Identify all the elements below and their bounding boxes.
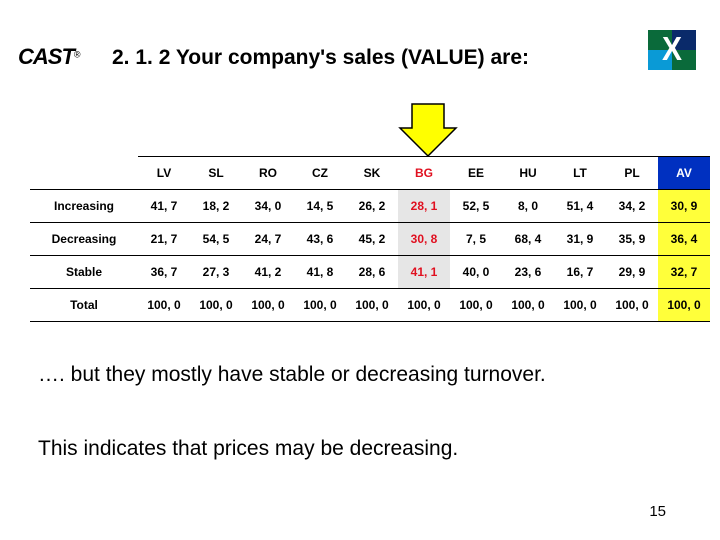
- table-cell: 21, 7: [138, 223, 190, 256]
- table-cell: 100, 0: [502, 289, 554, 322]
- table-cell: 7, 5: [450, 223, 502, 256]
- partner-logo: X: [648, 30, 696, 70]
- table-cell: 31, 9: [554, 223, 606, 256]
- table-cell: 100, 0: [294, 289, 346, 322]
- cast-logo: CAST®: [18, 44, 81, 70]
- table-cell: 34, 2: [606, 190, 658, 223]
- table-cell: 18, 2: [190, 190, 242, 223]
- page-title: 2. 1. 2 Your company's sales (VALUE) are…: [112, 46, 630, 70]
- table-cell: 36, 4: [658, 223, 710, 256]
- table-cell: 41, 1: [398, 256, 450, 289]
- table-cell: 23, 6: [502, 256, 554, 289]
- table-cell: 100, 0: [138, 289, 190, 322]
- table-cell: 28, 1: [398, 190, 450, 223]
- row-label: Decreasing: [30, 223, 138, 256]
- table-cell: 29, 9: [606, 256, 658, 289]
- table-cell: 41, 7: [138, 190, 190, 223]
- row-label: Total: [30, 289, 138, 322]
- cast-logo-reg: ®: [74, 50, 81, 60]
- table-cell: 32, 7: [658, 256, 710, 289]
- table-cell: 26, 2: [346, 190, 398, 223]
- table-header: LT: [554, 157, 606, 190]
- table-cell: 14, 5: [294, 190, 346, 223]
- table-cell: 54, 5: [190, 223, 242, 256]
- table-cell: 51, 4: [554, 190, 606, 223]
- table-cell: 100, 0: [242, 289, 294, 322]
- table-cell: 16, 7: [554, 256, 606, 289]
- table-cell: 100, 0: [450, 289, 502, 322]
- table-corner: [30, 157, 138, 190]
- table-cell: 27, 3: [190, 256, 242, 289]
- table-cell: 40, 0: [450, 256, 502, 289]
- cast-logo-text: CAST: [18, 44, 74, 69]
- table-cell: 43, 6: [294, 223, 346, 256]
- table-cell: 100, 0: [346, 289, 398, 322]
- table-cell: 30, 9: [658, 190, 710, 223]
- table-header: CZ: [294, 157, 346, 190]
- table-cell: 52, 5: [450, 190, 502, 223]
- table-header: HU: [502, 157, 554, 190]
- row-label: Increasing: [30, 190, 138, 223]
- table-header: BG: [398, 157, 450, 190]
- table-header: SK: [346, 157, 398, 190]
- table-header: RO: [242, 157, 294, 190]
- table-header: PL: [606, 157, 658, 190]
- table-cell: 30, 8: [398, 223, 450, 256]
- table-cell: 28, 6: [346, 256, 398, 289]
- table-row: Stable36, 727, 341, 241, 828, 641, 140, …: [30, 256, 710, 289]
- table-cell: 34, 0: [242, 190, 294, 223]
- table-cell: 100, 0: [658, 289, 710, 322]
- table-row: Decreasing21, 754, 524, 743, 645, 230, 8…: [30, 223, 710, 256]
- table-cell: 24, 7: [242, 223, 294, 256]
- table-cell: 8, 0: [502, 190, 554, 223]
- table-cell: 36, 7: [138, 256, 190, 289]
- arrow-shape: [400, 104, 456, 156]
- table-header: LV: [138, 157, 190, 190]
- table-cell: 100, 0: [606, 289, 658, 322]
- table-header: EE: [450, 157, 502, 190]
- paragraph-2: This indicates that prices may be decrea…: [38, 436, 660, 461]
- paragraph-1: …. but they mostly have stable or decrea…: [38, 362, 660, 387]
- table-cell: 45, 2: [346, 223, 398, 256]
- table-row: Increasing41, 718, 234, 014, 526, 228, 1…: [30, 190, 710, 223]
- table-cell: 41, 8: [294, 256, 346, 289]
- table-cell: 68, 4: [502, 223, 554, 256]
- table-cell: 35, 9: [606, 223, 658, 256]
- table-header: SL: [190, 157, 242, 190]
- table-cell: 41, 2: [242, 256, 294, 289]
- table-cell: 100, 0: [190, 289, 242, 322]
- table-cell: 100, 0: [398, 289, 450, 322]
- row-label: Stable: [30, 256, 138, 289]
- page-number: 15: [649, 503, 666, 520]
- table-row: Total100, 0100, 0100, 0100, 0100, 0100, …: [30, 289, 710, 322]
- table-header: AV: [658, 157, 710, 190]
- table-cell: 100, 0: [554, 289, 606, 322]
- sales-table: LVSLROCZSKBGEEHULTPLAV Increasing41, 718…: [30, 156, 710, 322]
- callout-arrow-icon: [398, 100, 458, 158]
